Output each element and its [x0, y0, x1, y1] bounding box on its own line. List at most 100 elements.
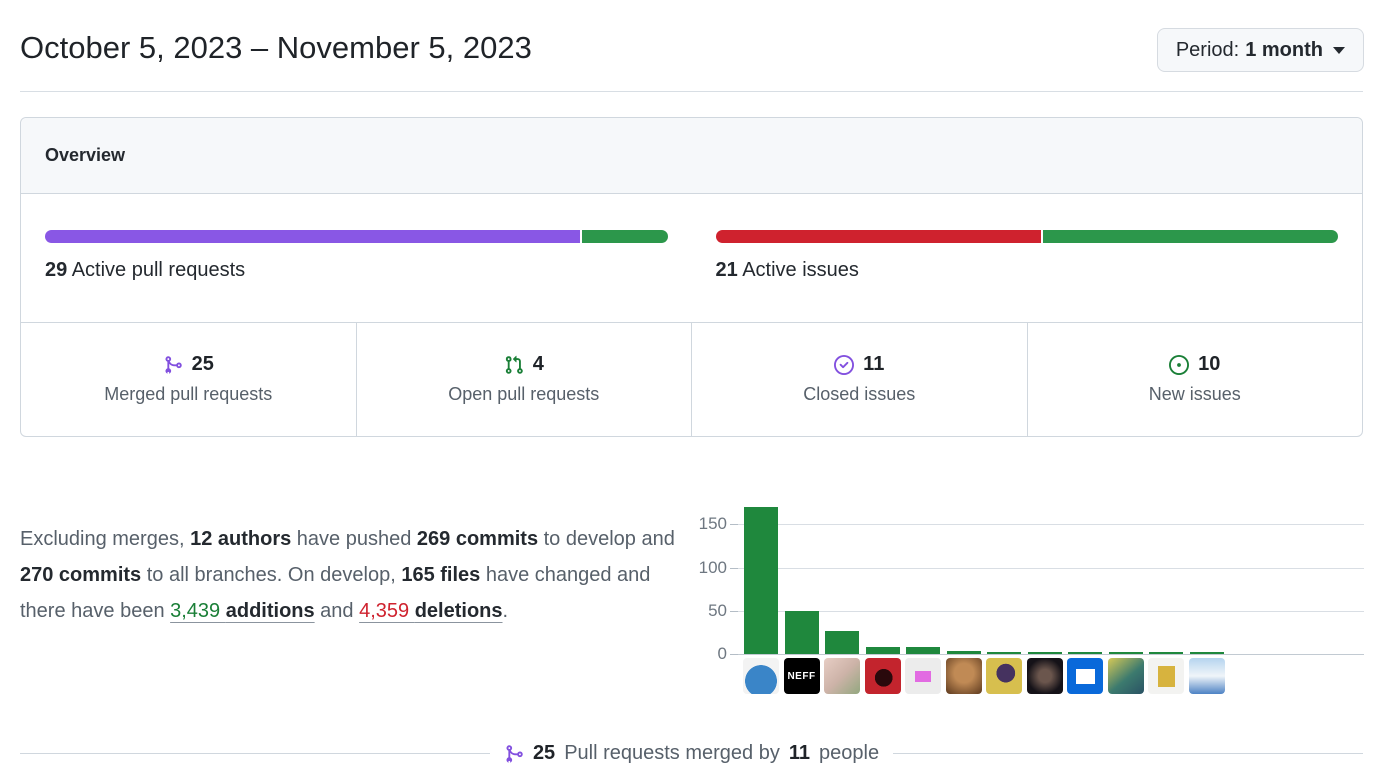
summary-text: have pushed	[291, 528, 417, 550]
author-avatar-2[interactable]: NEFF	[783, 658, 820, 694]
closed-issues-value-row: 11	[692, 353, 1027, 376]
footer-divider-left	[20, 753, 490, 754]
closed-issues-value: 11	[863, 353, 885, 375]
commit-bar	[1068, 652, 1102, 654]
summary-text: and	[314, 600, 360, 622]
closed-issues-stat[interactable]: 11 Closed issues	[691, 323, 1027, 436]
author-avatar-6[interactable]	[945, 658, 982, 694]
summary-text: 270 commits	[20, 564, 142, 586]
gridline	[737, 610, 1364, 612]
commit-bar	[744, 507, 778, 654]
diffstat-link[interactable]: deletions	[414, 600, 503, 622]
new-issues-value-row: 10	[1028, 353, 1363, 376]
summary-text: 269 commits	[416, 528, 539, 550]
author-avatar-8[interactable]	[1026, 658, 1063, 694]
gridline	[737, 567, 1364, 569]
commit-bar	[1108, 652, 1143, 654]
y-axis-tick-mark	[730, 567, 738, 569]
merged-pr-label: Merged pull requests	[104, 384, 273, 404]
diffstat-link[interactable]: 3,439	[170, 600, 226, 622]
overview-card: Overview 29 Active pull requests	[20, 117, 1363, 437]
commit-summary-text: Excluding merges, 12 authors have pushed…	[20, 521, 682, 629]
author-avatar-9[interactable]	[1067, 658, 1103, 694]
diffstat-link[interactable]: 4,359	[359, 600, 415, 622]
closed-issues-segment	[715, 230, 1041, 243]
new-issues-label: New issues	[1148, 384, 1241, 404]
new-issues-segment	[1042, 230, 1338, 243]
commit-bar	[1027, 652, 1062, 654]
period-selector-button[interactable]: Period: 1 month	[1156, 28, 1364, 72]
y-axis-tick-mark	[730, 654, 738, 655]
overview-card-header: Overview	[21, 118, 1362, 194]
header-divider	[20, 91, 1363, 92]
closed-issues-label: Closed issues	[803, 384, 916, 404]
page-title: October 5, 2023 – November 5, 2023	[20, 30, 532, 65]
stats-row: 25 Merged pull requests 4 Open pull requ…	[21, 322, 1362, 436]
author-avatar-3[interactable]	[824, 658, 860, 694]
summary-text: 12 authors	[190, 528, 292, 550]
merged-pr-footer: 25 Pull requests merged by 11 people	[20, 742, 1364, 765]
git-pull-request-icon	[505, 355, 523, 374]
merged-pr-segment	[45, 230, 580, 243]
y-axis-tick-label: 150	[698, 514, 727, 534]
merged-pr-value: 25	[191, 353, 214, 375]
y-axis-tick-label: 100	[698, 557, 727, 577]
commit-bar	[825, 631, 859, 654]
commit-bar	[1189, 652, 1224, 654]
commit-bar	[946, 651, 981, 654]
open-pr-segment	[581, 230, 668, 243]
active-issues-cell: 21 Active issues	[692, 194, 1363, 322]
author-avatar-5[interactable]	[905, 658, 941, 694]
author-avatar-11[interactable]	[1148, 658, 1184, 694]
summary-text: have changed and there have been	[20, 564, 651, 622]
gridline	[737, 524, 1364, 526]
active-issues-label: Active issues	[742, 259, 859, 281]
y-axis-tick-mark	[730, 524, 738, 526]
pull-requests-progress-bar	[45, 230, 668, 243]
author-avatar-7[interactable]	[986, 658, 1022, 694]
active-pr-count: 29	[45, 259, 68, 281]
commits-bar-chart: 0 50 100 150 NEFF	[687, 492, 1364, 704]
caret-down-icon	[1333, 46, 1345, 54]
commit-bar	[865, 647, 900, 654]
author-avatar-12[interactable]	[1188, 658, 1225, 694]
summary-text: to all branches. On develop,	[141, 564, 402, 586]
period-label: Period:	[1175, 38, 1240, 61]
y-axis-tick-mark	[730, 610, 738, 612]
merged-pull-requests-stat[interactable]: 25 Merged pull requests	[21, 323, 356, 436]
diffstat-link[interactable]: additions	[225, 600, 315, 622]
open-pull-requests-stat[interactable]: 4 Open pull requests	[355, 323, 692, 436]
author-avatar-4[interactable]	[864, 658, 901, 694]
commit-bar	[784, 611, 819, 654]
author-avatar-1[interactable]	[743, 658, 779, 694]
active-issues-count: 21	[715, 259, 738, 281]
open-pr-value: 4	[532, 353, 544, 375]
y-axis-tick-label: 0	[717, 644, 727, 663]
new-issues-value: 10	[1198, 353, 1221, 375]
commit-bar	[906, 647, 940, 654]
footer-merged-count: 25	[532, 742, 556, 764]
active-issues-caption: 21 Active issues	[716, 259, 1339, 282]
overview-title: Overview	[45, 145, 126, 165]
new-issues-stat[interactable]: 10 New issues	[1026, 323, 1363, 436]
active-pull-requests-caption: 29 Active pull requests	[45, 259, 668, 282]
active-pull-requests-cell: 29 Active pull requests	[21, 194, 692, 322]
open-pr-value-row: 4	[357, 353, 692, 376]
git-merge-icon	[165, 355, 182, 374]
y-axis-tick-label: 50	[708, 600, 727, 620]
issues-progress-bar	[715, 230, 1338, 243]
active-pr-label: Active pull requests	[71, 259, 246, 281]
summary-text: 165 files	[401, 564, 481, 586]
issue-closed-icon	[834, 354, 855, 375]
footer-content: 25 Pull requests merged by 11 people	[490, 742, 893, 765]
footer-divider-right	[893, 753, 1364, 754]
period-value: 1 month	[1245, 38, 1323, 61]
summary-text: Excluding merges,	[20, 528, 191, 550]
progress-row: 29 Active pull requests 21 Active issues	[21, 194, 1362, 322]
summary-text: .	[502, 600, 509, 622]
commit-bar	[1149, 652, 1183, 654]
footer-people-count: 11	[788, 742, 811, 764]
author-avatar-10[interactable]	[1107, 658, 1144, 694]
summary-text: to develop and	[538, 528, 675, 550]
